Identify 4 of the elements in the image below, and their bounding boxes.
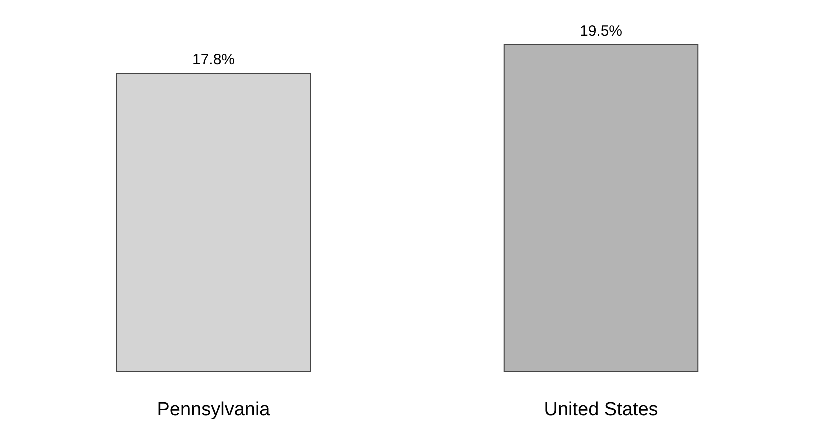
x-tick-label: United States bbox=[544, 400, 658, 420]
data-label: 19.5% bbox=[580, 23, 623, 40]
data-label: 17.8% bbox=[192, 52, 236, 69]
x-tick-label: Pennsylvania bbox=[157, 400, 271, 420]
